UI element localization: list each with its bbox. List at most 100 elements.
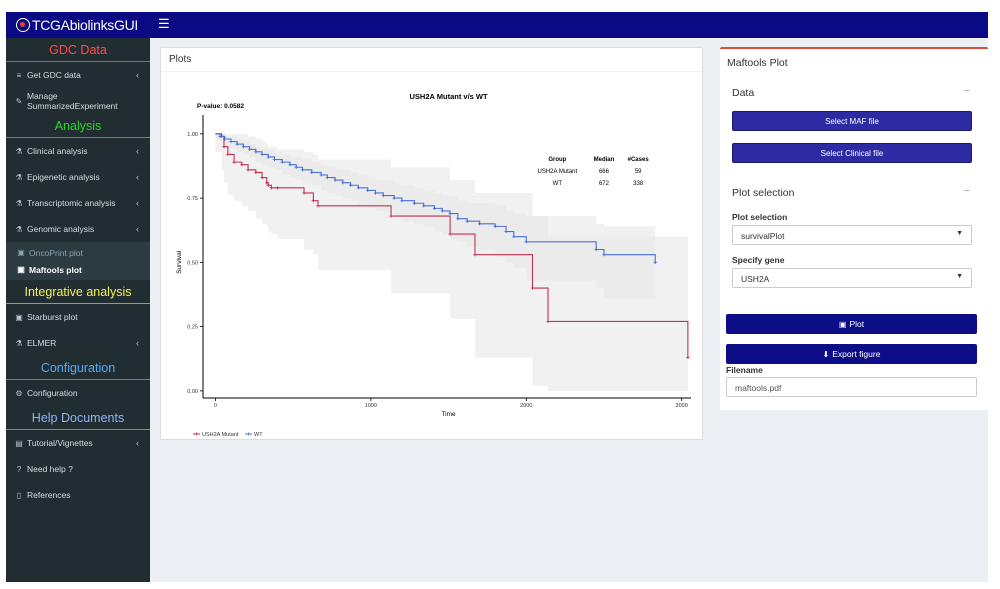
sidebar-item-label: Manage SummarizedExperiment — [26, 91, 118, 111]
question-icon: ? — [16, 464, 22, 474]
data-section-title: Data — [732, 87, 755, 99]
chevron-left-icon: ‹ — [136, 198, 139, 208]
p-value-label: P-value: 0.0582 — [197, 103, 244, 110]
sidebar-item-get-gdc-data[interactable]: ≡ Get GDC data ‹ — [6, 62, 150, 88]
sidebar-item-clinical-analysis[interactable]: ⚗ Clinical analysis ‹ — [6, 138, 150, 164]
sidebar-submenu: ▣ OncoPrint plot ▣ Maftools plot — [6, 242, 150, 280]
sidebar-item-label: ELMER — [27, 338, 57, 348]
censor-mark — [325, 175, 329, 180]
specify-gene-value: USH2A — [741, 274, 770, 284]
sidebar-item-elmer[interactable]: ⚗ ELMER ‹ — [6, 330, 150, 356]
x-tick-label: 2000 — [520, 403, 532, 409]
sidebar-item-label: Genomic analysis — [27, 224, 95, 234]
sidebar-item-label: Tutorial/Vignettes — [27, 438, 93, 448]
censor-mark — [294, 165, 298, 169]
sidebar-item-label: Get GDC data — [27, 70, 81, 80]
plot-selection-select[interactable]: survivalPlot ▼ — [732, 225, 972, 245]
sidebar-subitem-label: OncoPrint plot — [29, 247, 83, 258]
plot-button[interactable]: ▣ Plot — [726, 314, 977, 334]
censor-mark — [260, 175, 264, 180]
censor-mark — [465, 219, 469, 223]
export-figure-label: Export figure — [832, 349, 881, 359]
censor-mark — [269, 186, 273, 190]
plot-selection-collapse-icon[interactable]: − — [963, 185, 970, 197]
censor-mark — [275, 186, 280, 190]
sidebar-item-references[interactable]: ▯ References — [6, 482, 150, 508]
sidebar-item-label: Clinical analysis — [27, 146, 88, 156]
censor-mark — [389, 214, 393, 218]
censor-mark — [266, 183, 270, 187]
censor-mark — [432, 206, 437, 210]
x-tick-label: 1000 — [365, 403, 377, 409]
top-navbar: TCGAbiolinksGUI ☰ — [6, 12, 988, 38]
plots-box-title: Plots — [161, 48, 702, 72]
censor-mark — [448, 232, 452, 236]
censor-mark — [349, 183, 353, 187]
censor-mark — [223, 137, 227, 141]
sidebar-item-label: Configuration — [27, 388, 78, 398]
sidebar-item-starburst-plot[interactable]: ▣ Starburst plot — [6, 304, 150, 330]
sidebar-item-tutorial-vignettes[interactable]: ▤ Tutorial/Vignettes ‹ — [6, 430, 150, 456]
censor-mark — [260, 152, 264, 157]
censor-mark — [392, 196, 396, 200]
flask-icon: ⚗ — [15, 172, 23, 182]
sidebar-header-help-documents: Help Documents — [6, 406, 150, 430]
app-logo[interactable]: TCGAbiolinksGUI — [6, 12, 150, 38]
image-icon: ▣ — [15, 312, 23, 322]
sidebar-subitem-oncoprint-plot[interactable]: ▣ OncoPrint plot — [6, 244, 150, 261]
censor-mark — [366, 188, 370, 192]
flask-icon: ⚗ — [15, 224, 23, 234]
book-icon: ▤ — [15, 438, 23, 448]
chevron-left-icon: ‹ — [136, 70, 139, 80]
sidebar-item-genomic-analysis[interactable]: ⚗ Genomic analysis ‹ — [6, 216, 150, 242]
image-icon: ▣ — [838, 319, 847, 329]
censor-mark — [493, 224, 497, 228]
gears-icon: ⚙ — [15, 388, 23, 398]
y-tick-label: 0.25 — [187, 325, 198, 331]
legend-label: USH2A Mutant — [202, 432, 239, 438]
sidebar-item-label: Starburst plot — [27, 312, 78, 322]
censor-mark — [311, 199, 315, 203]
sidebar-item-epigenetic-analysis[interactable]: ⚗ Epigenetic analysis ‹ — [6, 164, 150, 190]
flask-icon: ⚗ — [15, 338, 23, 348]
y-tick-label: 0.00 — [187, 389, 198, 395]
select-clinical-file-button[interactable]: Select Clinical file — [732, 143, 972, 163]
chevron-left-icon: ‹ — [136, 438, 139, 448]
data-collapse-icon[interactable]: − — [963, 85, 970, 97]
plot-selection-section-title: Plot selection — [732, 187, 795, 199]
legend-label: WT — [254, 432, 263, 438]
sidebar-item-configuration[interactable]: ⚙ Configuration — [6, 380, 150, 406]
filename-input[interactable]: maftools.pdf — [726, 377, 977, 397]
censor-mark — [356, 186, 361, 190]
confidence-band-ush2a-mutant — [215, 133, 688, 391]
sidebar-subitem-maftools-plot[interactable]: ▣ Maftools plot — [6, 261, 150, 278]
chevron-left-icon: ‹ — [136, 338, 139, 348]
export-figure-button[interactable]: ⬇ Export figure — [726, 344, 977, 364]
censor-mark — [478, 222, 482, 226]
censor-mark — [456, 217, 460, 221]
y-axis-label: Survival — [176, 250, 183, 274]
sidebar-header-gdc-data: GDC Data — [6, 38, 150, 62]
censor-mark — [602, 253, 606, 257]
censor-mark — [381, 193, 385, 198]
censor-mark — [280, 160, 284, 164]
image-icon: ▣ — [17, 248, 25, 257]
sidebar-item-transcriptomic-analysis[interactable]: ⚗ Transcriptomic analysis ‹ — [6, 190, 150, 216]
censor-mark — [341, 181, 345, 185]
censor-mark — [254, 170, 258, 175]
censor-mark — [272, 157, 277, 162]
plot-selection-value: survivalPlot — [741, 231, 785, 241]
flask-icon: ⚗ — [15, 146, 23, 156]
sidebar-item-manage-summarizedexperiment[interactable]: ✎ Manage SummarizedExperiment — [6, 88, 150, 114]
censor-mark — [412, 201, 416, 205]
caret-down-icon: ▼ — [956, 230, 963, 237]
sidebar-item-need-help[interactable]: ? Need help ? — [6, 456, 150, 482]
censor-mark — [288, 163, 292, 167]
x-tick-label: 0 — [214, 403, 217, 409]
sidebar-toggle-icon[interactable]: ☰ — [158, 16, 170, 31]
stats-table-cell: 672 — [599, 181, 610, 187]
select-maf-file-button[interactable]: Select MAF file — [732, 111, 972, 131]
specify-gene-select[interactable]: USH2A ▼ — [732, 268, 972, 288]
censor-mark — [248, 147, 252, 151]
sidebar-item-label: Transcriptomic analysis — [27, 198, 116, 208]
